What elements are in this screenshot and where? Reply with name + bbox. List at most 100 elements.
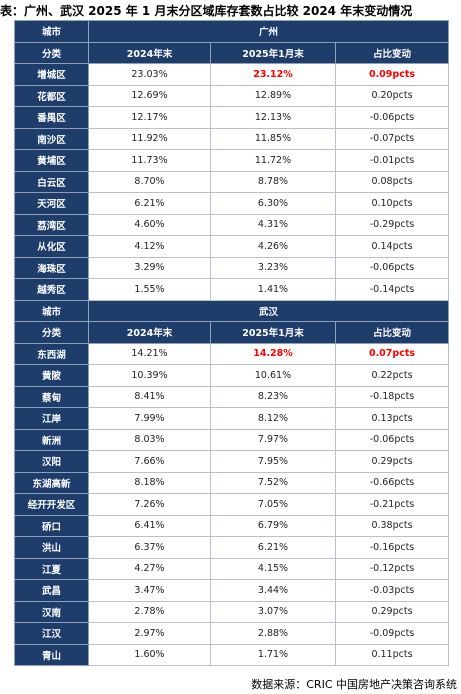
cell: 0.10pcts [335, 192, 449, 215]
cell: 南沙区 [14, 127, 89, 150]
cell: 10.39% [88, 364, 211, 387]
cell: 11.92% [88, 127, 211, 150]
cell: 23.12% [210, 63, 336, 86]
cell: 1.71% [210, 643, 336, 666]
data-row: 从化区 4.12% 4.26% 0.14pcts [14, 235, 449, 258]
cell: 0.08pcts [335, 170, 449, 193]
cell: 3.07% [210, 600, 336, 623]
cell: 东湖高新 [14, 471, 89, 494]
cell: 1.60% [88, 643, 211, 666]
cell: 11.85% [210, 127, 336, 150]
cell: 4.12% [88, 235, 211, 258]
cell: 7.66% [88, 450, 211, 473]
cell: 黄埔区 [14, 149, 89, 172]
cell: 8.78% [210, 170, 336, 193]
cell: 14.21% [88, 342, 211, 365]
cell: 番禺区 [14, 106, 89, 129]
cell: -0.66pcts [335, 471, 449, 494]
cell: 武汉 [88, 299, 449, 322]
data-row: 东西湖 14.21% 14.28% 0.07pcts [14, 342, 449, 365]
cell: -0.06pcts [335, 428, 449, 451]
cell: 1.41% [210, 278, 336, 301]
cell: 12.13% [210, 106, 336, 129]
cell: -0.01pcts [335, 149, 449, 172]
data-row: 汉阳 7.66% 7.95% 0.29pcts [14, 450, 449, 473]
cell: 2.88% [210, 622, 336, 645]
cell: 7.95% [210, 450, 336, 473]
cell: 增城区 [14, 63, 89, 86]
data-row: 江岸 7.99% 8.12% 0.13pcts [14, 407, 449, 430]
cell: 0.29pcts [335, 600, 449, 623]
cell: 4.26% [210, 235, 336, 258]
cell: 洪山 [14, 536, 89, 559]
cell: 4.27% [88, 557, 211, 580]
title: 表：广州、武汉 2025 年 1 月末分区域库存套数占比较 2024 年末变动情… [0, 4, 413, 18]
cell: 占比变动 [335, 321, 449, 344]
cell: 2.97% [88, 622, 211, 645]
cell: 分类 [14, 321, 89, 344]
source: 数据来源：CRIC 中国房地产决策咨询系统 [251, 678, 457, 691]
header-row: 分类 2024年末 2025年1月末 占比变动 [14, 41, 449, 64]
cell: -0.09pcts [335, 622, 449, 645]
cell: -0.07pcts [335, 127, 449, 150]
data-row: 花都区 12.69% 12.89% 0.20pcts [14, 84, 449, 107]
cell: 2024年末 [88, 321, 211, 344]
cell: -0.16pcts [335, 536, 449, 559]
cell: 新洲 [14, 428, 89, 451]
cell: 白云区 [14, 170, 89, 193]
cell: 东西湖 [14, 342, 89, 365]
cell: 广州 [88, 20, 449, 43]
cell: 8.70% [88, 170, 211, 193]
data-row: 海珠区 3.29% 3.23% -0.06pcts [14, 256, 449, 279]
cell: 天河区 [14, 192, 89, 215]
cell: 江汉 [14, 622, 89, 645]
cell: 3.47% [88, 579, 211, 602]
cell: 0.13pcts [335, 407, 449, 430]
data-row: 番禺区 12.17% 12.13% -0.06pcts [14, 106, 449, 129]
data-row: 荔湾区 4.60% 4.31% -0.29pcts [14, 213, 449, 236]
cell: 14.28% [210, 342, 336, 365]
cell: 越秀区 [14, 278, 89, 301]
cell: 硚口 [14, 514, 89, 537]
data-row: 越秀区 1.55% 1.41% -0.14pcts [14, 278, 449, 301]
cell: 12.69% [88, 84, 211, 107]
cell: 12.89% [210, 84, 336, 107]
cell: 4.60% [88, 213, 211, 236]
cell: 6.21% [210, 536, 336, 559]
data-row: 东湖高新 8.18% 7.52% -0.66pcts [14, 471, 449, 494]
cell: 7.05% [210, 493, 336, 516]
cell: 花都区 [14, 84, 89, 107]
cell: 8.12% [210, 407, 336, 430]
data-row: 汉南 2.78% 3.07% 0.29pcts [14, 600, 449, 623]
cell: 4.15% [210, 557, 336, 580]
cell: 青山 [14, 643, 89, 666]
cell: 6.41% [88, 514, 211, 537]
cell: 0.11pcts [335, 643, 449, 666]
cell: -0.29pcts [335, 213, 449, 236]
cell: 海珠区 [14, 256, 89, 279]
header-row: 分类 2024年末 2025年1月末 占比变动 [14, 321, 449, 344]
cell: 0.38pcts [335, 514, 449, 537]
cell: 2.78% [88, 600, 211, 623]
cell: -0.12pcts [335, 557, 449, 580]
cell: 占比变动 [335, 41, 449, 64]
cell: 江岸 [14, 407, 89, 430]
cell: 11.73% [88, 149, 211, 172]
cell: 8.03% [88, 428, 211, 451]
cell: 汉阳 [14, 450, 89, 473]
cell: 蔡甸 [14, 385, 89, 408]
city-row: 城市 广州 [14, 20, 449, 43]
data-row: 青山 1.60% 1.71% 0.11pcts [14, 643, 449, 666]
cell: 荔湾区 [14, 213, 89, 236]
cell: 2025年1月末 [210, 41, 336, 64]
cell: 0.29pcts [335, 450, 449, 473]
data-row: 蔡甸 8.41% 8.23% -0.18pcts [14, 385, 449, 408]
data-row: 黄埔区 11.73% 11.72% -0.01pcts [14, 149, 449, 172]
data-row: 南沙区 11.92% 11.85% -0.07pcts [14, 127, 449, 150]
cell: 黄陂 [14, 364, 89, 387]
cell: 6.21% [88, 192, 211, 215]
cell: 0.09pcts [335, 63, 449, 86]
cell: 0.22pcts [335, 364, 449, 387]
cell: -0.14pcts [335, 278, 449, 301]
